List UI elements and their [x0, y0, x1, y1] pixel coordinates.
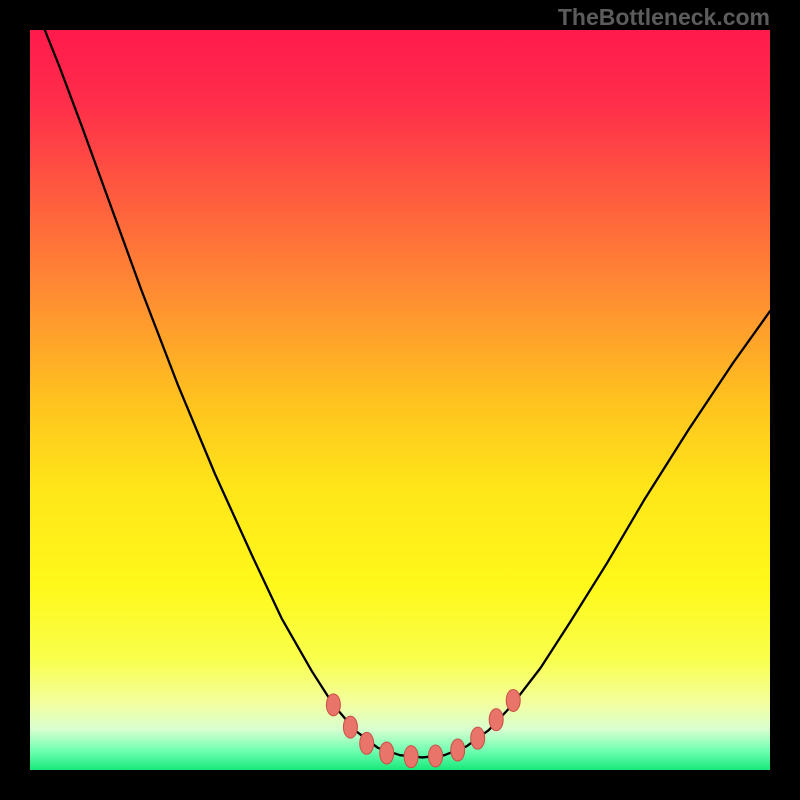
curve-marker — [380, 742, 394, 764]
curve-marker — [404, 746, 418, 768]
chart-frame: TheBottleneck.com — [0, 0, 800, 800]
curve-marker — [471, 727, 485, 749]
curve-marker — [343, 716, 357, 738]
bottleneck-chart — [30, 30, 770, 770]
curve-marker — [360, 732, 374, 754]
curve-marker — [451, 739, 465, 761]
curve-marker — [489, 709, 503, 731]
watermark-text: TheBottleneck.com — [558, 4, 770, 31]
curve-marker — [506, 689, 520, 711]
curve-marker — [326, 694, 340, 716]
curve-marker — [429, 745, 443, 767]
chart-background — [30, 30, 770, 770]
